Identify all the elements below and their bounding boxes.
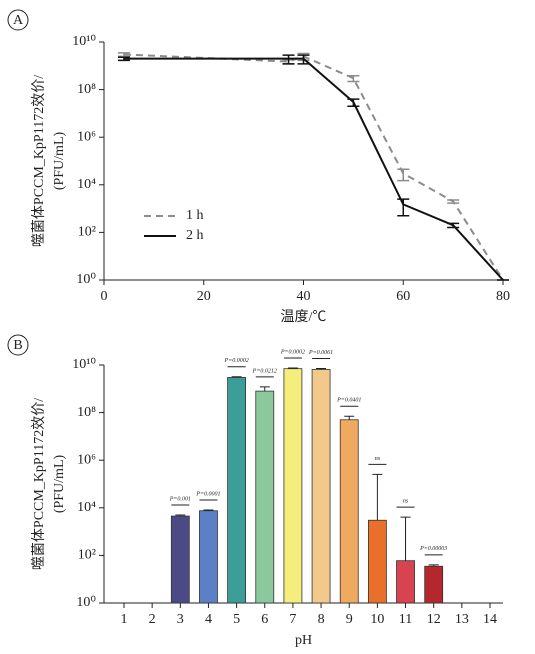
- significance-label: P=0.00003: [419, 546, 447, 552]
- x-tick-label: 60: [396, 289, 410, 304]
- error-bar: [316, 368, 327, 370]
- x-tick-label: 1: [121, 612, 128, 627]
- line: [123, 57, 504, 281]
- y-axis-label: 噬菌体PCCM_KpP1172效价/: [31, 398, 47, 570]
- x-tick-label: 11: [399, 612, 412, 627]
- significance-label: ns: [403, 498, 409, 504]
- error-bar: [259, 386, 270, 392]
- error-bar: [447, 222, 460, 229]
- x-tick-label: 5: [233, 612, 240, 627]
- error-bar: [231, 376, 242, 378]
- y-tick-label: 10¹⁰: [72, 357, 96, 372]
- panel-label-circle: [7, 9, 29, 31]
- bar: [283, 368, 303, 604]
- error-bar: [344, 415, 355, 420]
- y-tick-label: 10⁶: [77, 452, 96, 467]
- bar: [255, 390, 275, 604]
- panel-label-circle: [7, 334, 29, 356]
- x-tick-label: 14: [483, 612, 497, 627]
- y-tick-label: 10⁴: [77, 500, 96, 515]
- significance-label: ns: [375, 456, 381, 462]
- y-axis-label: (PFU/mL): [52, 131, 67, 190]
- y-axis-label: 噬菌体PCCM_KpP1172效价/: [31, 75, 47, 247]
- significance-label: P=0.0401: [336, 397, 361, 404]
- significance-label: P=0.0061: [308, 350, 333, 356]
- error-bar: [372, 473, 383, 521]
- error-bar: [203, 509, 214, 511]
- error-bar: [297, 54, 310, 65]
- x-tick-label: 10: [370, 612, 384, 627]
- y-tick-label: 10⁸: [77, 405, 96, 420]
- x-tick-label: 2: [149, 612, 156, 627]
- error-bar: [400, 516, 411, 561]
- bar: [339, 419, 359, 604]
- bar: [367, 519, 387, 604]
- x-tick-label: 40: [297, 289, 311, 304]
- line: [123, 53, 504, 281]
- significance-label: P=0.0001: [195, 491, 220, 497]
- bar: [199, 510, 218, 604]
- error-bar: [397, 198, 410, 217]
- x-axis-label: 温度/℃: [281, 309, 327, 325]
- bar: [424, 565, 444, 604]
- x-tick-label: 20: [197, 289, 211, 304]
- x-tick-label: 80: [496, 289, 510, 304]
- significance-label: P=0.0002: [280, 349, 305, 355]
- y-axis-label: (PFU/mL): [52, 454, 67, 513]
- x-tick-label: 8: [318, 612, 325, 627]
- error-bar: [287, 367, 298, 369]
- x-tick-label: 4: [205, 612, 212, 627]
- x-tick-label: 3: [177, 612, 184, 627]
- y-tick-label: 10²: [78, 548, 96, 563]
- legend-label: 2 h: [186, 228, 204, 243]
- panel-label: B: [13, 338, 22, 353]
- bar: [396, 560, 415, 604]
- y-tick-label: 10⁸: [77, 82, 96, 97]
- x-tick-label: 6: [261, 612, 268, 627]
- y-tick-label: 10²: [78, 225, 96, 240]
- bar: [227, 377, 247, 604]
- x-tick-label: 0: [101, 289, 108, 304]
- x-tick-label: 13: [455, 612, 469, 627]
- error-bar: [447, 199, 460, 204]
- x-axis-label: pH: [295, 633, 312, 648]
- x-tick-label: 12: [427, 612, 441, 627]
- significance-label: P=0.001: [169, 496, 191, 502]
- y-tick-label: 10⁴: [77, 177, 96, 192]
- error-bar: [282, 54, 295, 65]
- error-bar: [397, 168, 410, 182]
- bar: [311, 369, 331, 604]
- y-tick-label: 10⁰: [76, 595, 96, 610]
- panel-label: A: [13, 13, 24, 28]
- error-bar: [347, 75, 360, 83]
- x-tick-label: 9: [346, 612, 353, 627]
- significance-label: P=0.0002: [224, 358, 249, 364]
- error-bar: [117, 52, 130, 58]
- y-tick-label: 10⁶: [77, 129, 96, 144]
- legend-label: 1 h: [186, 208, 204, 223]
- bar: [170, 515, 190, 604]
- error-bar: [428, 564, 439, 567]
- x-tick-label: 7: [289, 612, 296, 627]
- significance-label: P=0.0212: [252, 368, 277, 374]
- y-tick-label: 10⁰: [76, 272, 96, 287]
- error-bar: [347, 98, 360, 107]
- error-bar: [117, 56, 130, 62]
- y-tick-label: 10¹⁰: [72, 34, 96, 49]
- error-bar: [175, 514, 186, 517]
